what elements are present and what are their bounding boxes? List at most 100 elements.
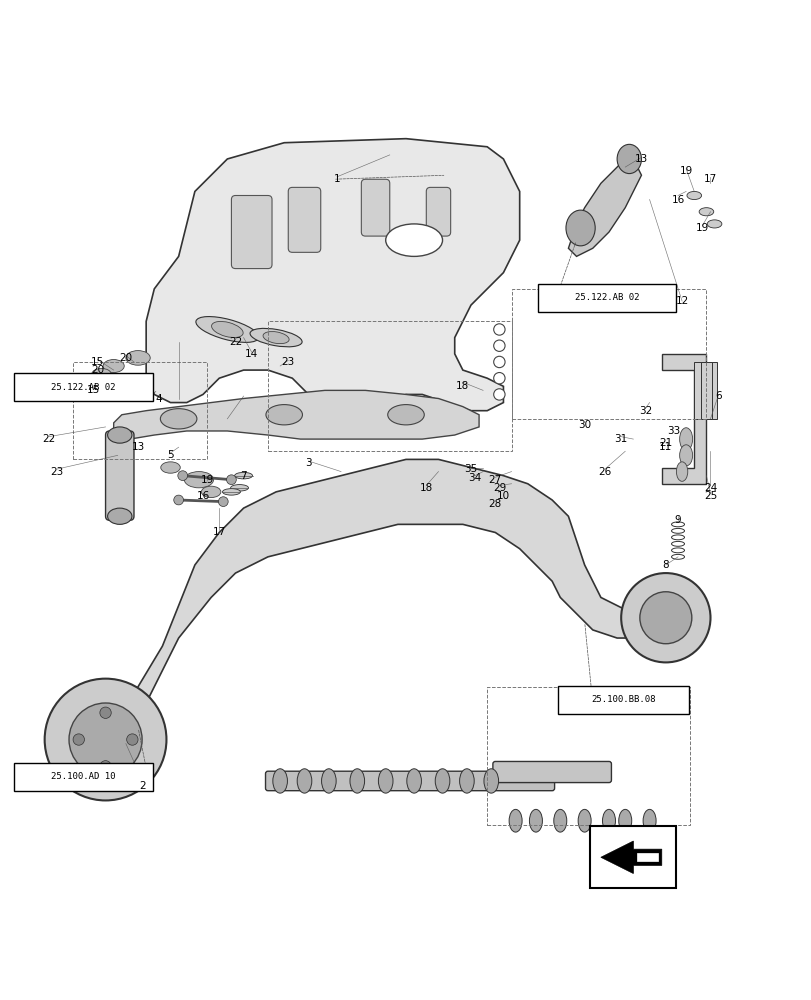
Circle shape [73, 734, 84, 745]
Ellipse shape [263, 332, 289, 344]
Ellipse shape [297, 769, 311, 793]
FancyBboxPatch shape [557, 686, 688, 714]
Ellipse shape [321, 769, 336, 793]
FancyBboxPatch shape [14, 373, 152, 401]
Text: 23: 23 [281, 357, 294, 367]
Bar [511, 289, 706, 419]
Text: 22: 22 [42, 434, 55, 444]
Text: 25.100.AD 10: 25.100.AD 10 [51, 772, 115, 781]
Text: 16: 16 [196, 491, 209, 501]
Ellipse shape [435, 769, 449, 793]
Circle shape [493, 373, 504, 384]
Text: 14: 14 [245, 349, 258, 359]
Polygon shape [568, 159, 641, 256]
Polygon shape [114, 390, 478, 439]
Text: 25.122.AB 02: 25.122.AB 02 [51, 383, 115, 392]
Text: 5: 5 [167, 450, 174, 460]
FancyBboxPatch shape [426, 187, 450, 236]
Ellipse shape [184, 472, 213, 488]
Text: 33: 33 [667, 426, 680, 436]
Polygon shape [661, 354, 706, 484]
Text: 13: 13 [131, 442, 144, 452]
Ellipse shape [676, 462, 687, 481]
Bar [73, 362, 207, 459]
Circle shape [100, 707, 111, 718]
Text: 17: 17 [703, 174, 716, 184]
Ellipse shape [602, 809, 615, 832]
Ellipse shape [126, 351, 150, 365]
Ellipse shape [272, 769, 287, 793]
Circle shape [174, 495, 183, 505]
Circle shape [226, 475, 236, 485]
Text: 4: 4 [155, 393, 161, 403]
Ellipse shape [212, 321, 242, 338]
Polygon shape [81, 459, 681, 784]
Text: 8: 8 [662, 560, 668, 570]
Text: 10: 10 [496, 491, 509, 501]
Bar [268, 321, 511, 451]
Ellipse shape [686, 191, 701, 200]
Bar [693, 362, 716, 419]
Text: 2: 2 [139, 781, 145, 791]
Circle shape [178, 471, 187, 481]
Ellipse shape [642, 809, 655, 832]
Ellipse shape [406, 769, 421, 793]
Circle shape [493, 340, 504, 351]
Text: 25.122.AB 02: 25.122.AB 02 [574, 293, 638, 302]
Bar [700, 362, 711, 419]
Ellipse shape [508, 809, 521, 832]
FancyBboxPatch shape [288, 187, 320, 252]
Text: 18: 18 [419, 483, 432, 493]
Text: 31: 31 [614, 434, 627, 444]
FancyBboxPatch shape [361, 179, 389, 236]
Text: 26: 26 [598, 467, 611, 477]
Ellipse shape [679, 428, 692, 450]
Text: 32: 32 [638, 406, 651, 416]
Text: 23: 23 [50, 467, 63, 477]
Polygon shape [637, 853, 657, 861]
Text: 19: 19 [695, 223, 708, 233]
FancyBboxPatch shape [265, 771, 554, 791]
Circle shape [218, 497, 228, 506]
Text: 25.100.BB.08: 25.100.BB.08 [590, 695, 654, 704]
FancyBboxPatch shape [14, 763, 152, 791]
Ellipse shape [103, 360, 124, 373]
Text: 18: 18 [456, 381, 469, 391]
Polygon shape [146, 139, 519, 419]
Text: 13: 13 [634, 154, 647, 164]
Text: 19: 19 [679, 166, 692, 176]
Circle shape [127, 734, 138, 745]
Text: 9: 9 [674, 515, 680, 525]
Circle shape [100, 761, 111, 772]
FancyBboxPatch shape [537, 284, 676, 312]
Ellipse shape [529, 809, 542, 832]
Ellipse shape [388, 405, 423, 425]
Circle shape [639, 592, 691, 644]
Ellipse shape [230, 485, 248, 491]
Ellipse shape [698, 208, 713, 216]
FancyBboxPatch shape [590, 826, 676, 888]
Text: 11: 11 [659, 442, 672, 452]
Text: 21: 21 [659, 438, 672, 448]
Text: 20: 20 [119, 353, 132, 363]
Polygon shape [600, 841, 661, 874]
Ellipse shape [378, 769, 393, 793]
Ellipse shape [250, 328, 302, 347]
Text: 7: 7 [240, 471, 247, 481]
Ellipse shape [107, 427, 131, 443]
Ellipse shape [107, 508, 131, 524]
Circle shape [493, 389, 504, 400]
Text: 16: 16 [671, 195, 684, 205]
Ellipse shape [201, 486, 221, 498]
Ellipse shape [679, 445, 692, 466]
Text: 24: 24 [703, 483, 716, 493]
Bar [487, 687, 689, 825]
Text: 19: 19 [200, 475, 213, 485]
Text: 12: 12 [675, 296, 688, 306]
Ellipse shape [553, 809, 566, 832]
Text: 25: 25 [703, 491, 716, 501]
Ellipse shape [616, 144, 641, 174]
Ellipse shape [265, 405, 302, 425]
FancyBboxPatch shape [231, 196, 272, 269]
Text: 28: 28 [488, 499, 501, 509]
